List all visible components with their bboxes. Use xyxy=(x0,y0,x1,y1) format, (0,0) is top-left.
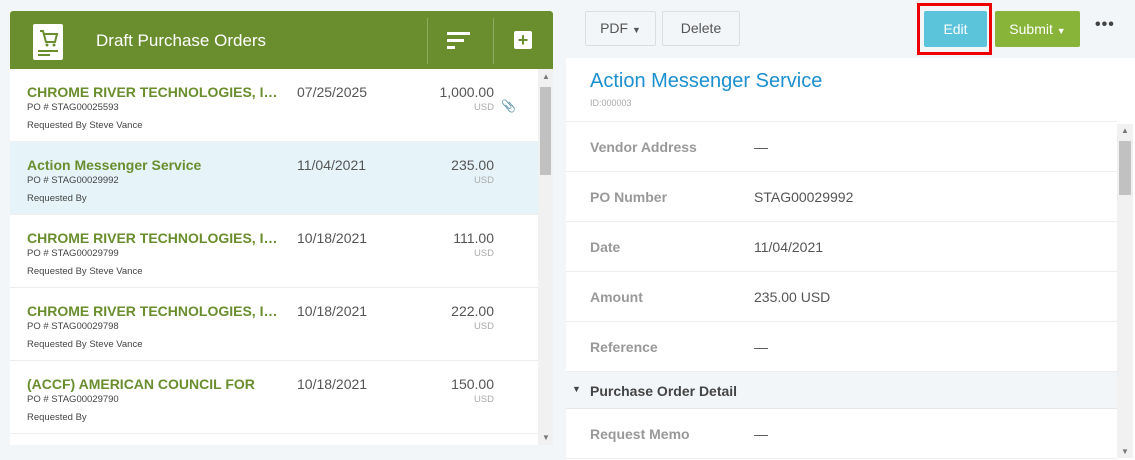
po-list: CHROME RIVER TECHNOLOGIES, INC. PO # STA… xyxy=(10,69,538,434)
more-options-icon[interactable]: ••• xyxy=(1095,16,1115,33)
po-currency: USD xyxy=(473,175,494,186)
divider xyxy=(493,18,494,64)
vendor-name: CHROME RIVER TECHNOLOGIES, INC. xyxy=(27,303,282,319)
vendor-name: Action Messenger Service xyxy=(27,157,202,173)
detail-field: Reference — xyxy=(566,322,1117,372)
po-date: 10/18/2021 xyxy=(297,303,368,319)
submit-button[interactable]: Submit ▼ xyxy=(995,11,1080,47)
po-list-item[interactable]: CHROME RIVER TECHNOLOGIES, INC. PO # STA… xyxy=(10,215,538,288)
po-date: 10/18/2021 xyxy=(297,376,368,392)
detail-fields: Vendor Address — PO Number STAG00029992 Date… xyxy=(566,121,1117,459)
list-title: Draft Purchase Orders xyxy=(96,31,267,50)
requested-by: Requested By xyxy=(27,193,87,204)
vendor-name: CHROME RIVER TECHNOLOGIES, INC. xyxy=(27,84,282,100)
submit-label: Submit xyxy=(1009,21,1053,37)
detail-field: Vendor Address — xyxy=(566,122,1117,172)
section-purchase-order-detail[interactable]: ▼ Purchase Order Detail xyxy=(566,372,1117,409)
po-number: PO # STAG00029798 xyxy=(27,321,119,332)
requested-by: Requested By Steve Vance xyxy=(27,339,143,350)
field-label: Date xyxy=(590,239,621,255)
field-value: — xyxy=(754,339,768,355)
vendor-name: (ACCF) AMERICAN COUNCIL FOR xyxy=(27,376,255,392)
po-date: 11/04/2021 xyxy=(297,157,367,173)
requested-by: Requested By Steve Vance xyxy=(27,266,143,277)
section-title: Purchase Order Detail xyxy=(590,383,738,399)
po-currency: USD xyxy=(473,394,494,405)
purchase-order-list-panel: Draft Purchase Orders + CHROME RIVER TEC… xyxy=(10,11,553,445)
po-currency: USD xyxy=(473,102,494,113)
field-label: Reference xyxy=(590,339,658,355)
detail-field: PO Number STAG00029992 xyxy=(566,172,1117,222)
field-value: STAG00029992 xyxy=(754,189,854,205)
po-amount: 222.00 xyxy=(451,303,494,319)
delete-button[interactable]: Delete xyxy=(662,11,740,46)
po-amount: 111.00 xyxy=(453,230,494,246)
field-label: Amount xyxy=(590,289,643,305)
caret-down-icon: ▼ xyxy=(572,384,581,394)
plus-icon[interactable]: + xyxy=(514,31,532,49)
po-date: 07/25/2025 xyxy=(297,84,368,100)
cart-icon xyxy=(33,24,63,60)
field-value: — xyxy=(754,139,768,155)
list-scrollbar[interactable]: ▲ ▼ xyxy=(538,69,553,445)
caret-down-icon: ▼ xyxy=(631,25,641,35)
po-number: PO # STAG00029799 xyxy=(27,248,119,259)
detail-panel: Action Messenger Service ID:000003 Vendo… xyxy=(566,58,1135,460)
divider xyxy=(427,18,428,64)
detail-scrollbar[interactable]: ▲ ▼ xyxy=(1117,124,1133,458)
po-list-item[interactable]: CHROME RIVER TECHNOLOGIES, INC. PO # STA… xyxy=(10,288,538,361)
po-amount: 1,000.00 xyxy=(439,84,495,100)
po-list-item[interactable]: CHROME RIVER TECHNOLOGIES, INC. PO # STA… xyxy=(10,69,538,142)
field-value: 11/04/2021 xyxy=(754,239,824,255)
po-number: PO # STAG00029992 xyxy=(27,175,119,186)
detail-id: ID:000003 xyxy=(590,98,632,108)
po-number: PO # STAG00025593 xyxy=(27,102,119,113)
po-list-item[interactable]: Action Messenger Service PO # STAG000299… xyxy=(10,142,538,215)
list-header: Draft Purchase Orders + xyxy=(10,11,553,69)
paperclip-icon: 📎 xyxy=(501,99,516,113)
po-amount: 235.00 xyxy=(451,157,494,173)
field-label: PO Number xyxy=(590,189,668,205)
po-list-item[interactable]: (ACCF) AMERICAN COUNCIL FOR PO # STAG000… xyxy=(10,361,538,434)
pdf-dropdown-button[interactable]: PDF ▼ xyxy=(585,11,656,46)
detail-field: Date 11/04/2021 xyxy=(566,222,1117,272)
sort-icon[interactable] xyxy=(447,31,471,54)
highlight-box xyxy=(917,3,992,55)
detail-title: Action Messenger Service xyxy=(590,70,823,92)
detail-field: Amount 235.00 USD xyxy=(566,272,1117,322)
field-value: 235.00 USD xyxy=(754,289,831,305)
requested-by: Requested By xyxy=(27,412,87,423)
po-amount: 150.00 xyxy=(451,376,494,392)
pdf-label: PDF xyxy=(600,20,629,36)
edit-button[interactable]: Edit xyxy=(924,11,987,47)
detail-field: Request Memo — xyxy=(566,409,1117,459)
po-currency: USD xyxy=(473,248,494,259)
vendor-name: CHROME RIVER TECHNOLOGIES, INC. xyxy=(27,230,282,246)
po-number: PO # STAG00029790 xyxy=(27,394,119,405)
field-value: — xyxy=(754,426,768,442)
requested-by: Requested By Steve Vance xyxy=(27,120,143,131)
caret-down-icon: ▼ xyxy=(1056,26,1066,36)
field-label: Request Memo xyxy=(590,426,690,442)
field-label: Vendor Address xyxy=(590,139,697,155)
po-date: 10/18/2021 xyxy=(297,230,368,246)
po-currency: USD xyxy=(473,321,494,332)
